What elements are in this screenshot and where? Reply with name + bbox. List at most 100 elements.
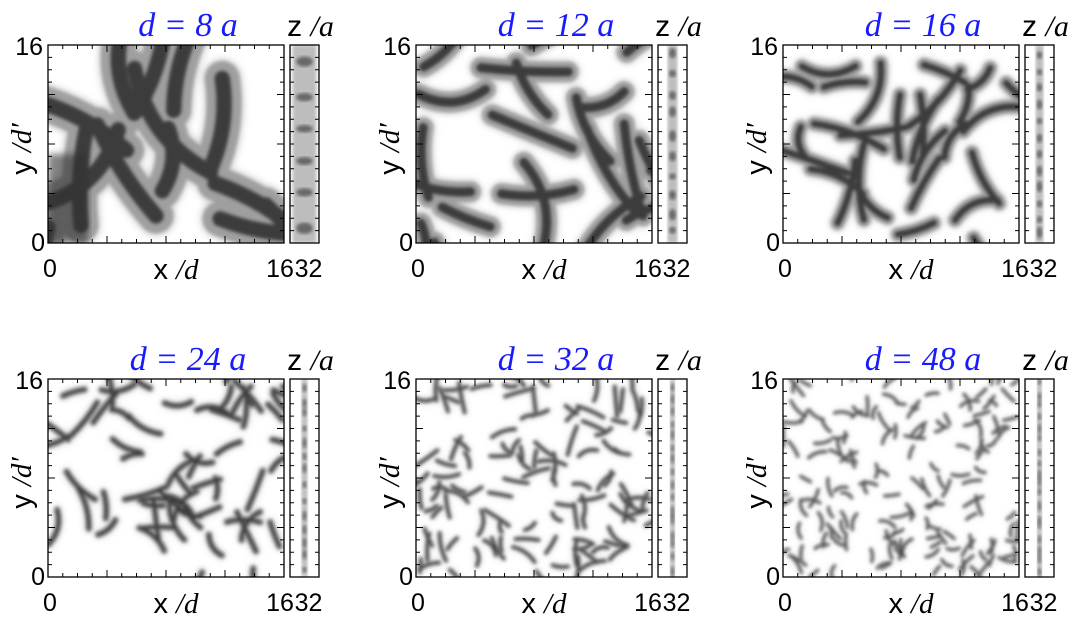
profile-blob: [1036, 216, 1043, 224]
profile-blob: [1036, 180, 1043, 193]
y-tick-label: 0: [399, 229, 413, 257]
panel-title: d = 12 a: [498, 7, 614, 44]
side-axis-label: z /a: [1022, 344, 1069, 377]
profile-blob: [1036, 149, 1043, 159]
z-tick-label: 32: [295, 589, 323, 617]
profile-blob: [670, 530, 675, 543]
structure-core: [416, 379, 652, 577]
panel-title: d = 48 a: [865, 341, 981, 378]
profile-blob: [669, 47, 676, 59]
profile-blob: [1037, 400, 1042, 408]
side-axis-label: z /a: [287, 344, 334, 377]
profile-blob: [1037, 500, 1042, 512]
structure-core: [48, 45, 284, 243]
x-axis-label: x /d: [888, 254, 934, 286]
structure-core: [783, 379, 1019, 577]
x-tick-label: 0: [411, 589, 425, 617]
x-axis-label: x /d: [153, 254, 199, 286]
profile-blob: [1036, 226, 1043, 239]
profile-blob: [302, 425, 307, 432]
profile-blob: [1036, 99, 1043, 110]
profile-blob: [670, 444, 675, 453]
y-tick-label: 16: [15, 33, 43, 61]
z-tick-label: 32: [1030, 589, 1058, 617]
profile-blob: [302, 498, 307, 505]
profile-blob: [1037, 392, 1042, 401]
profile-blob: [670, 480, 675, 490]
z-tick-label: 32: [663, 589, 691, 617]
x-tick-label: 0: [43, 255, 57, 283]
profile-blob: [302, 566, 307, 573]
profile-blob: [669, 226, 676, 234]
profile-blob: [302, 549, 307, 560]
profile-blob: [670, 468, 675, 476]
profile-blob: [1037, 412, 1042, 421]
panel-title: d = 16 a: [865, 7, 981, 44]
profile-blob: [1037, 448, 1042, 457]
profile-blob: [1036, 200, 1043, 208]
panel-title: d = 24 a: [130, 341, 246, 378]
profile-blob: [302, 524, 307, 535]
profile-blob: [1036, 165, 1043, 177]
profile-blob: [302, 537, 307, 549]
profile-blob: [1036, 83, 1043, 92]
profile-blob: [670, 514, 675, 526]
panel-title: d = 8 a: [138, 7, 237, 44]
profile-blob: [1036, 133, 1043, 143]
profile-band: [667, 45, 678, 243]
structure-dense-region: [48, 153, 88, 243]
profile-blob: [296, 92, 313, 102]
profile-band: [1035, 45, 1044, 243]
profile-blob: [302, 437, 307, 449]
structure-core: [783, 59, 1019, 243]
z-tick-label: 32: [295, 255, 323, 283]
profile-blob: [1036, 117, 1043, 125]
x-axis-label: x /d: [521, 588, 567, 620]
side-axis-label: z /a: [655, 344, 702, 377]
profile-blob: [1036, 69, 1043, 76]
profile-blob: [302, 481, 307, 489]
x-tick-label: 16: [266, 255, 294, 283]
profile-blob: [670, 552, 675, 561]
x-tick-label: 0: [778, 255, 792, 283]
y-tick-label: 0: [766, 229, 780, 257]
y-tick-label: 0: [399, 563, 413, 591]
profile-blob: [302, 510, 307, 521]
x-tick-label: 16: [634, 589, 662, 617]
x-tick-label: 0: [43, 589, 57, 617]
x-tick-label: 16: [634, 255, 662, 283]
x-axis-label: x /d: [521, 254, 567, 286]
y-tick-label: 16: [15, 367, 43, 395]
x-tick-label: 16: [266, 589, 294, 617]
y-axis-label: y /d′: [374, 123, 406, 175]
profile-blob: [670, 493, 675, 502]
profile-blob: [1037, 434, 1042, 442]
y-tick-label: 0: [766, 563, 780, 591]
profile-band: [301, 379, 308, 577]
profile-blob: [670, 429, 675, 441]
x-tick-label: 16: [1001, 255, 1029, 283]
profile-blob: [296, 156, 313, 166]
profile-blob: [670, 540, 675, 548]
y-tick-label: 16: [383, 367, 411, 395]
y-tick-label: 16: [750, 33, 778, 61]
z-tick-label: 32: [1030, 255, 1058, 283]
panel-title: d = 32 a: [498, 341, 614, 378]
profile-blob: [296, 188, 313, 197]
structure-core: [48, 379, 284, 577]
profile-blob: [669, 106, 676, 118]
x-tick-label: 16: [1001, 589, 1029, 617]
profile-blob: [669, 190, 676, 200]
profile-blob: [669, 208, 676, 221]
profile-blob: [670, 453, 675, 465]
profile-blob: [669, 151, 676, 162]
profile-blob: [670, 421, 675, 429]
profile-blob: [296, 222, 313, 234]
